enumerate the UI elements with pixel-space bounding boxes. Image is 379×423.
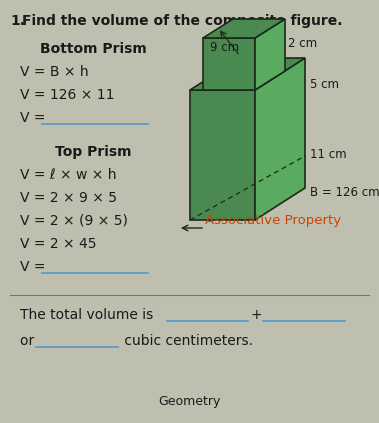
Text: +: + (251, 308, 263, 322)
Text: V = 2 × (9 × 5): V = 2 × (9 × 5) (20, 214, 128, 228)
Polygon shape (255, 58, 305, 220)
Text: Bottom Prism: Bottom Prism (40, 42, 146, 56)
Polygon shape (255, 19, 285, 90)
Text: Top Prism: Top Prism (55, 145, 131, 159)
Text: V = 2 × 9 × 5: V = 2 × 9 × 5 (20, 191, 117, 205)
Polygon shape (190, 90, 255, 220)
Text: The total volume is: The total volume is (20, 308, 158, 322)
Text: 2 cm: 2 cm (288, 37, 317, 50)
Text: 9 cm: 9 cm (210, 41, 239, 54)
Text: or: or (20, 334, 39, 348)
Polygon shape (203, 38, 255, 90)
Text: V =: V = (20, 260, 50, 274)
Text: V = B × h: V = B × h (20, 65, 89, 79)
Text: 11 cm: 11 cm (310, 148, 347, 162)
Text: 1.: 1. (10, 14, 25, 28)
Polygon shape (190, 58, 305, 90)
Text: V = ℓ × w × h: V = ℓ × w × h (20, 168, 116, 182)
Text: Geometry: Geometry (158, 395, 220, 408)
Text: Associative Property: Associative Property (205, 214, 341, 227)
Text: V = 2 × 45: V = 2 × 45 (20, 237, 97, 251)
Text: 5 cm: 5 cm (310, 78, 339, 91)
Text: Find the volume of the composite figure.: Find the volume of the composite figure. (22, 14, 343, 28)
Text: V = 126 × 11: V = 126 × 11 (20, 88, 114, 102)
Polygon shape (203, 19, 285, 38)
Text: cubic centimeters.: cubic centimeters. (120, 334, 253, 348)
Text: B = 126 cm²: B = 126 cm² (310, 187, 379, 200)
Text: V =: V = (20, 111, 50, 125)
